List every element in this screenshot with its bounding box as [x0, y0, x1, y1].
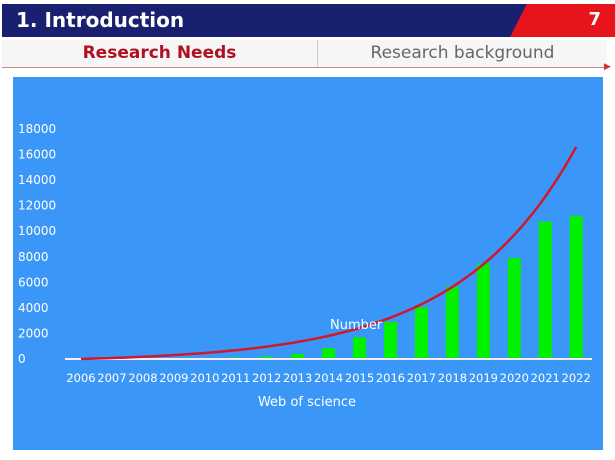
y-tick-label: 12000 — [18, 199, 56, 213]
y-tick-label: 0 — [18, 352, 26, 366]
y-tick-label: 2000 — [18, 326, 49, 340]
header-bar: 1. Introduction — [2, 4, 613, 37]
x-tick-label: 2009 — [159, 371, 188, 385]
x-tick-label: 2012 — [252, 371, 281, 385]
bar-2018 — [445, 286, 459, 359]
x-tick-label: 2008 — [128, 371, 157, 385]
chart-panel — [13, 77, 603, 450]
x-tick-label: 2010 — [190, 371, 219, 385]
x-tick-label: 2006 — [66, 371, 95, 385]
arrow-icon: ▶ — [604, 62, 611, 72]
bar-2016 — [384, 321, 397, 359]
x-tick-label: 2018 — [438, 371, 467, 385]
x-tick-label: 2007 — [97, 371, 126, 385]
x-axis-label: Web of science — [258, 395, 356, 410]
x-tick-label: 2017 — [407, 371, 436, 385]
section-title: 1. Introduction — [16, 8, 185, 32]
tab-bar: Research Needs Research background — [2, 40, 607, 68]
x-tick-label: 2016 — [376, 371, 405, 385]
y-tick-label: 14000 — [18, 173, 56, 187]
bar-2013 — [291, 353, 305, 359]
x-tick-label: 2020 — [500, 371, 529, 385]
tab-research-needs[interactable]: Research Needs — [2, 40, 318, 67]
series-label: Number — [330, 318, 383, 333]
x-tick-label: 2015 — [345, 371, 374, 385]
bar-2014 — [322, 348, 336, 359]
bar-2020 — [507, 258, 521, 359]
y-tick-label: 16000 — [18, 148, 56, 162]
y-tick-label: 18000 — [18, 122, 56, 136]
y-tick-label: 4000 — [18, 301, 49, 315]
x-tick-label: 2021 — [531, 371, 560, 385]
y-tick-label: 8000 — [18, 250, 49, 264]
trend-line — [80, 146, 578, 361]
bar-2019 — [476, 263, 490, 359]
page-number: 7 — [588, 9, 601, 30]
x-tick-label: 2014 — [314, 371, 343, 385]
y-tick-label: 10000 — [18, 224, 56, 238]
bar-2022 — [569, 215, 583, 359]
x-tick-label: 2011 — [221, 371, 250, 385]
bar-2021 — [538, 221, 552, 359]
bar-2012 — [260, 356, 274, 359]
y-tick-label: 6000 — [18, 275, 49, 289]
x-tick-label: 2019 — [469, 371, 498, 385]
page-badge: 7 — [510, 4, 615, 37]
x-tick-label: 2022 — [562, 371, 591, 385]
x-tick-label: 2013 — [283, 371, 312, 385]
bar-2017 — [414, 307, 428, 359]
bar-2015 — [353, 337, 367, 359]
tab-research-background[interactable]: Research background — [370, 43, 555, 63]
